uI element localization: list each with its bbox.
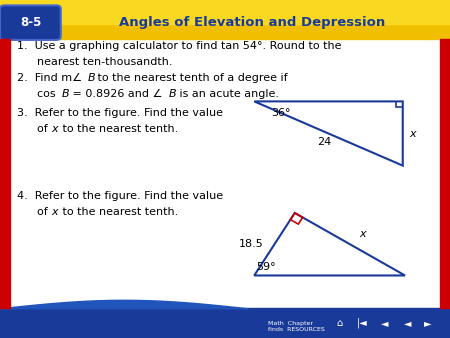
Bar: [0, 0, 450, 39]
Text: of: of: [37, 207, 51, 217]
Text: ⌂: ⌂: [337, 318, 343, 328]
Text: 24: 24: [317, 137, 331, 147]
Text: of: of: [37, 124, 51, 135]
Text: 4.  Refer to the figure. Find the value: 4. Refer to the figure. Find the value: [17, 191, 223, 201]
Text: 3.  Refer to the figure. Find the value: 3. Refer to the figure. Find the value: [17, 108, 223, 118]
Text: Math  Chapter: Math Chapter: [268, 321, 313, 325]
Text: nearest ten-thousandth.: nearest ten-thousandth.: [37, 57, 172, 67]
Text: ►: ►: [424, 318, 431, 328]
Text: to the nearest tenth.: to the nearest tenth.: [59, 124, 178, 135]
Text: Angles of Elevation and Depression: Angles of Elevation and Depression: [119, 16, 385, 29]
Text: B: B: [87, 73, 95, 83]
Bar: [0, 308, 450, 338]
Text: B: B: [169, 89, 176, 99]
Bar: [0, 39, 10, 308]
Text: x: x: [52, 207, 58, 217]
Text: B: B: [62, 89, 69, 99]
Text: x: x: [52, 124, 58, 135]
Bar: [440, 39, 450, 308]
Text: 8-5: 8-5: [20, 16, 41, 29]
Text: to the nearest tenth.: to the nearest tenth.: [59, 207, 178, 217]
Text: x: x: [409, 128, 416, 139]
Text: to the nearest tenth of a degree if: to the nearest tenth of a degree if: [94, 73, 288, 83]
Text: ◄: ◄: [404, 318, 411, 328]
Text: is an acute angle.: is an acute angle.: [176, 89, 279, 99]
Text: 59°: 59°: [256, 262, 276, 272]
Text: |◄: |◄: [357, 318, 368, 329]
Text: = 0.8926 and ∠: = 0.8926 and ∠: [69, 89, 162, 99]
Text: 2.  Find m∠: 2. Find m∠: [17, 73, 82, 83]
Text: 36°: 36°: [271, 108, 291, 118]
Text: finds  RESOURCES: finds RESOURCES: [268, 327, 324, 332]
Text: 18.5: 18.5: [238, 239, 263, 249]
Text: x: x: [359, 229, 365, 239]
Text: cos: cos: [37, 89, 59, 99]
Text: ◄: ◄: [381, 318, 388, 328]
FancyBboxPatch shape: [0, 5, 61, 40]
Bar: [0, 0, 450, 24]
Text: 1.  Use a graphing calculator to find tan 54°. Round to the: 1. Use a graphing calculator to find tan…: [17, 41, 342, 51]
